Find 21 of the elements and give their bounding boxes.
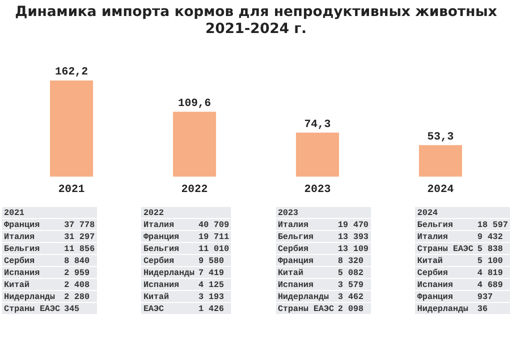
data-label: 53,3 [427, 131, 454, 144]
x-tick-label: 2022 [141, 207, 196, 218]
x-tick-label: 2023 [276, 207, 336, 218]
text: Италия 40 709 Франция 19 711 Бельгия 11 010 Сербия 9 580 Нидерланды 7 419 Испания 4 125 Китай 3 193 ЕАЭС 1 426 [143, 220, 230, 314]
bar [296, 132, 340, 177]
category-label: 2021 [58, 184, 85, 196]
category-label: 2023 [304, 184, 331, 196]
bar [172, 112, 216, 177]
data-label: 162,2 [54, 66, 88, 79]
data-label: 74,3 [304, 118, 332, 131]
category-label: 2024 [427, 184, 454, 196]
data-label: 109,6 [178, 98, 212, 110]
text: Бельгия 18 597 Италия 9 432 Страны ЕАЭС 5 838 Китай 5 100 Сербия 4 819 Испания 4 689 Франция 937 Нидерланды 36 [417, 220, 508, 314]
chart-title: Динамика импорта кормов для непродуктивных животных 2021-2024 г. [14, 4, 498, 38]
bar [50, 80, 94, 177]
category-label: 2022 [181, 184, 208, 196]
x-tick-label: 2021 [2, 207, 62, 218]
text: Франция 37 778 Италия 31 297 Бельгия 11 856 Сербия 8 840 Испания 2 959 Китай 2 408 Нидерланды 2 280 Страны ЕАЭС 345 [4, 220, 95, 314]
bar [418, 145, 462, 177]
text: Италия 19 470 Бельгия 13 393 Сербия 13 109 Франция 8 320 Китай 5 082 Испания 3 579 Нидерланды 3 462 Страны ЕАЭС 2 098 [278, 220, 369, 314]
x-tick-label: 2024 [415, 207, 476, 218]
